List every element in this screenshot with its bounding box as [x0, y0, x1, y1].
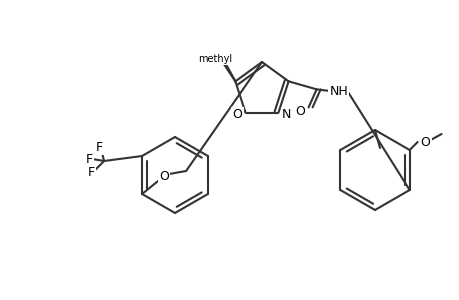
Text: NH: NH — [329, 85, 347, 98]
Text: O: O — [295, 105, 305, 118]
Text: F: F — [95, 140, 102, 154]
Text: O: O — [232, 108, 242, 121]
Text: F: F — [87, 167, 95, 179]
Text: F: F — [85, 152, 92, 166]
Text: O: O — [159, 169, 168, 182]
Text: O: O — [420, 136, 430, 148]
Text: N: N — [281, 108, 291, 121]
Text: methyl: methyl — [198, 54, 232, 64]
